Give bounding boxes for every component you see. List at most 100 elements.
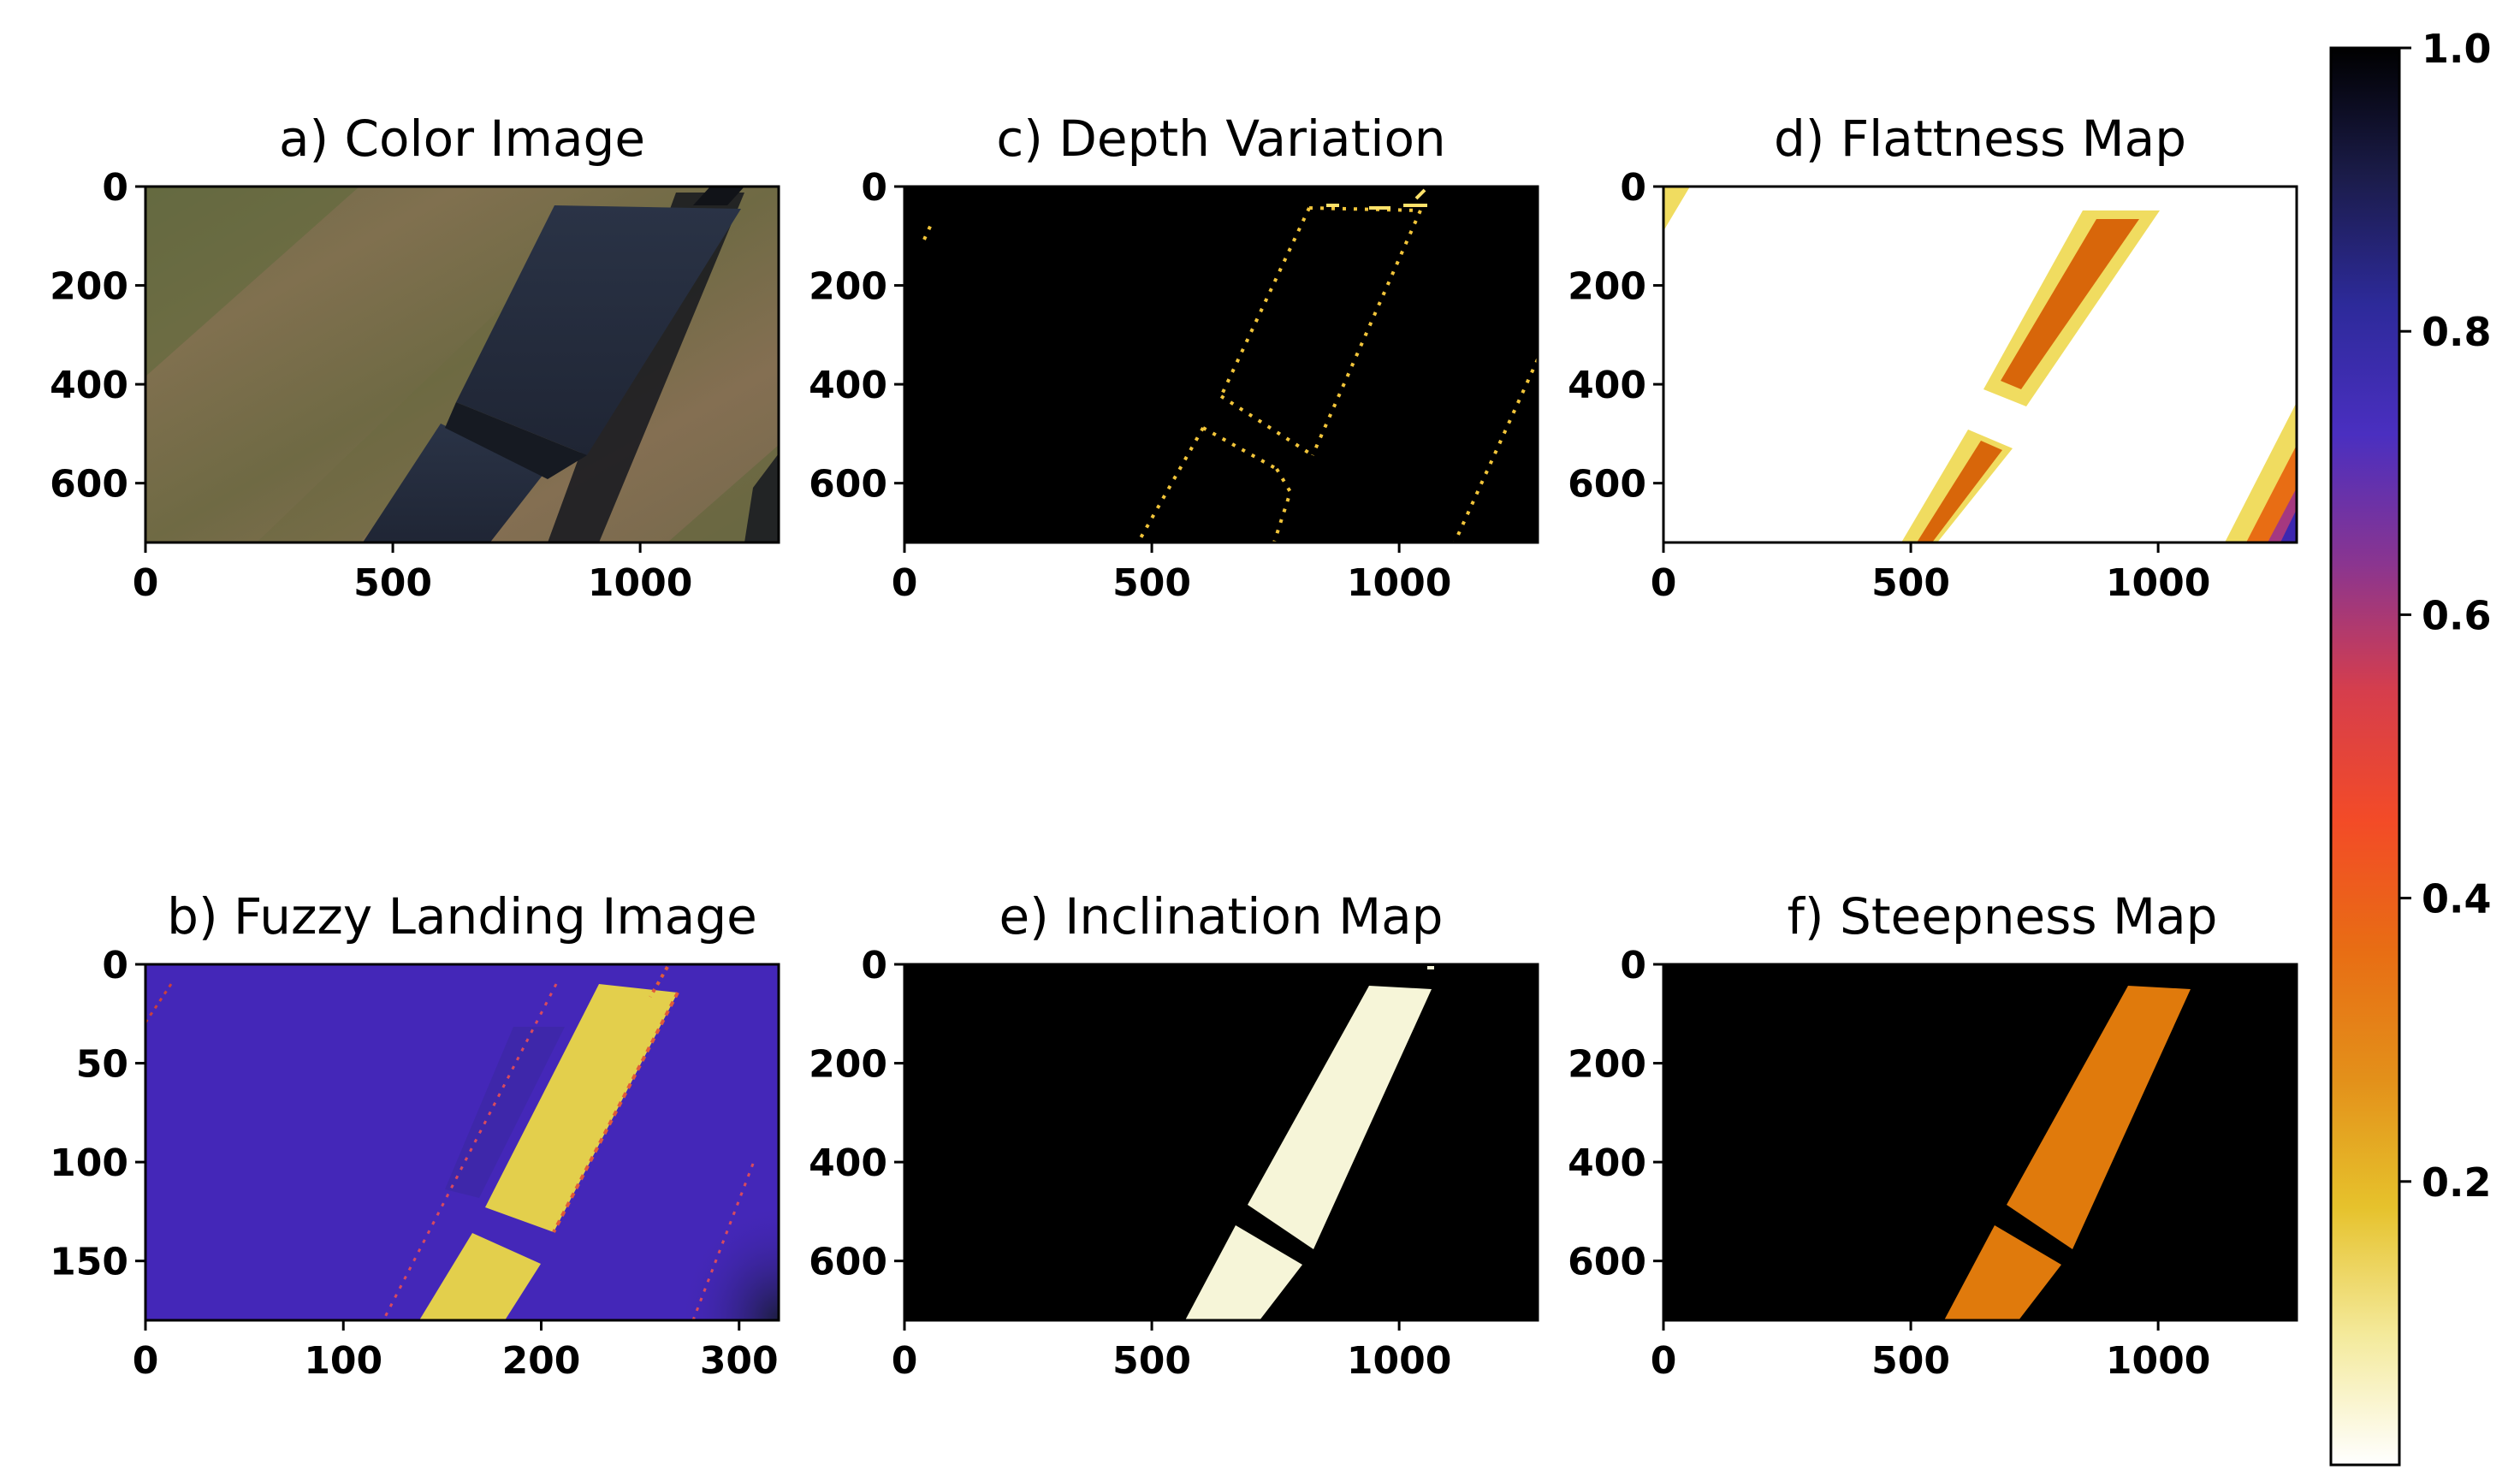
panel-title: b) Fuzzy Landing Image [167,887,757,946]
y-tick-label: 600 [1568,463,1646,507]
x-tick-label: 500 [1112,561,1191,605]
y-tick-label: 400 [1568,364,1646,407]
x-tick-label: 1000 [588,561,692,605]
y-tick-label: 0 [1620,166,1646,210]
panel-inclination-map: e) Inclination Map 0 500 1000 0 200 400 600 [809,887,1539,1383]
inclination-region [1185,1225,1302,1320]
colorbar: 0.2 0.4 0.6 0.8 1.0 [2329,26,2492,1467]
safe-region [485,984,678,1232]
y-tick-label: 200 [50,265,128,309]
x-axis: 0 500 1000 [133,542,692,605]
panel-depth-variation: c) Depth Variation 0 500 1000 [809,110,1539,605]
x-axis: 0 500 1000 [1651,542,2210,605]
axes-frame [903,963,1539,1322]
x-tick-label: 500 [1112,1339,1191,1383]
x-tick-label: 1000 [1347,561,1451,605]
x-axis: 0 100 200 300 [133,1320,779,1383]
y-tick-label: 400 [809,364,887,407]
panel-color-image: a) Color Image 0 500 1000 0 200 400 600 [50,110,780,605]
x-tick-label: 1000 [2106,561,2210,605]
x-tick-label: 300 [700,1339,779,1383]
y-tick-label: 0 [861,944,887,987]
x-tick-label: 1000 [2106,1339,2210,1383]
heatmap-content [904,187,1538,542]
panel-title: d) Flattness Map [1774,110,2186,168]
dark-corner [667,1189,779,1320]
flatness-band-core [1917,441,2002,542]
colorbar-frame [2329,46,2401,1467]
x-tick-label: 500 [1871,1339,1950,1383]
colorbar-fill [2331,48,2399,1465]
panel-title: c) Depth Variation [996,110,1445,168]
shadow-band [445,1027,565,1198]
region-edge [552,992,679,1233]
axes-frame [144,963,780,1322]
x-tick-label: 1000 [1347,1339,1451,1383]
colorbar-tick-label: 0.8 [2422,309,2492,355]
x-axis: 0 500 1000 [1651,1320,2210,1383]
colorbar-ticks: 0.2 0.4 0.6 0.8 1.0 [2399,26,2492,1206]
solar-panel [456,205,741,455]
y-axis: 0 200 400 600 [809,944,904,1284]
axes-frame [144,185,780,544]
x-axis: 0 500 1000 [892,1320,1451,1383]
panel-shadow [445,402,587,479]
y-tick-label: 200 [809,265,887,309]
x-axis: 0 500 1000 [892,542,1451,605]
colorbar-tick-label: 0.4 [2422,876,2492,922]
y-tick-label: 200 [1568,1043,1646,1087]
depth-edges [922,206,1538,542]
y-tick-label: 0 [861,166,887,210]
region-edge [382,983,558,1320]
y-tick-label: 600 [809,463,887,507]
x-tick-label: 200 [502,1339,581,1383]
inclination-region [1248,986,1432,1249]
x-tick-label: 0 [892,561,918,605]
steepness-region [2007,986,2191,1249]
x-tick-label: 0 [133,561,159,605]
panel-title: a) Color Image [279,110,645,168]
steepness-region [1944,1225,2061,1320]
y-tick-label: 400 [1568,1141,1646,1185]
y-tick-label: 200 [809,1043,887,1087]
y-axis: 0 200 400 600 [1568,166,1663,507]
y-axis: 0 200 400 600 [50,166,145,507]
safe-region [419,1233,541,1320]
panel-shadow [693,187,744,205]
y-tick-label: 100 [50,1141,128,1185]
depth-edges-bright [1326,188,1427,210]
y-axis: 0 200 400 600 [1568,944,1663,1284]
axes-frame [1662,963,2298,1322]
flatness-corner [1663,187,1690,231]
colorbar-tick-label: 0.2 [2422,1159,2492,1206]
grass-strip [145,187,359,376]
heatmap-background [1663,187,2297,542]
colorbar-tick-label: 0.6 [2422,592,2492,638]
colorbar-tick-label: 1.0 [2422,26,2492,72]
heatmap-content [1663,964,2297,1320]
panel-steepness-map: f) Steepness Map 0 500 1000 0 200 400 600 [1568,887,2298,1383]
image-content [145,187,779,542]
heatmap-content [145,964,779,1320]
y-axis: 0 50 100 150 [50,944,145,1284]
y-tick-label: 600 [1568,1241,1646,1284]
y-tick-label: 600 [809,1241,887,1284]
region-edge [691,1163,755,1320]
x-tick-label: 500 [1871,561,1950,605]
y-tick-label: 600 [50,463,128,507]
heatmap-background [904,187,1538,542]
flatness-band-core [2001,219,2139,389]
x-tick-label: 0 [1651,1339,1677,1383]
heatmap-content [1663,187,2297,542]
x-tick-label: 500 [353,561,432,605]
y-tick-label: 0 [102,944,128,987]
x-tick-label: 0 [133,1339,159,1383]
y-tick-label: 400 [809,1141,887,1185]
panel-flattness-map: d) Flattness Map 0 500 1000 0 200 400 600 [1568,110,2298,605]
panel-fuzzy-landing-image: b) Fuzzy Landing Image 0 100 200 300 0 50 100… [50,887,780,1383]
y-tick-label: 400 [50,364,128,407]
y-tick-label: 200 [1568,265,1646,309]
y-axis: 0 200 400 600 [809,166,904,507]
heatmap-content [904,964,1538,1320]
